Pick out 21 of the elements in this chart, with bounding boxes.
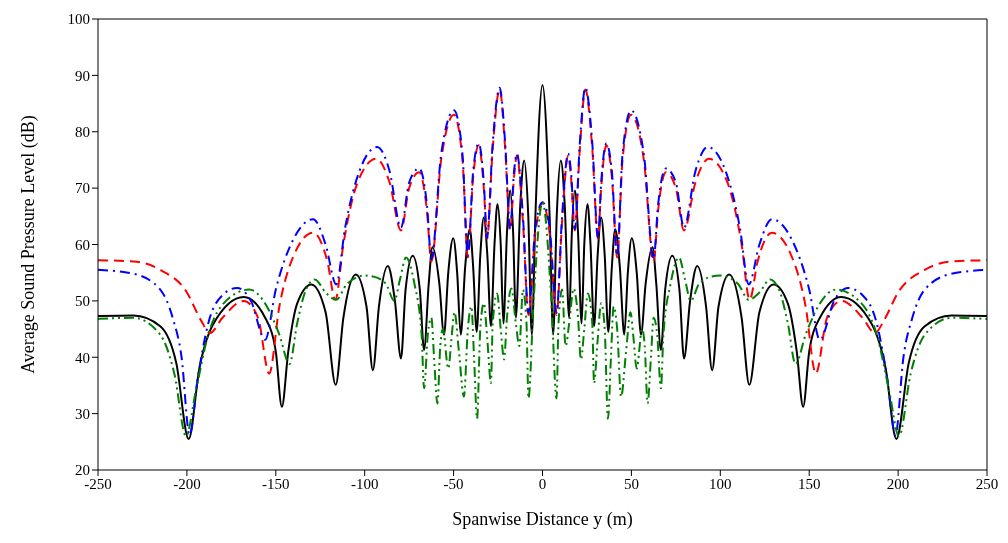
x-tick-label: -100 <box>350 475 379 492</box>
y-tick-label: 30 <box>75 405 90 422</box>
y-tick-label: 80 <box>75 124 90 141</box>
x-tick-label: 0 <box>538 475 547 492</box>
y-tick-label: 100 <box>67 11 90 28</box>
y-tick-label: 40 <box>75 349 90 366</box>
y-axis-title: Average Sound Pressure Level (dB) <box>18 115 40 374</box>
x-tick-label: 250 <box>975 475 999 492</box>
y-tick-label: 60 <box>75 236 90 253</box>
x-tick-label: -150 <box>262 475 290 492</box>
x-tick-label: -200 <box>173 475 201 492</box>
x-axis-title: Spanwise Distance y (m) <box>452 509 633 530</box>
x-tick-label: 150 <box>797 475 821 492</box>
y-tick-label: 70 <box>75 180 90 197</box>
x-tick-label: 100 <box>709 475 732 492</box>
line-series <box>98 201 987 438</box>
x-tick-label: 50 <box>623 475 639 492</box>
y-tick-label: 90 <box>75 67 90 84</box>
y-tick-label: 50 <box>75 293 90 310</box>
x-tick-label: 200 <box>886 475 910 492</box>
x-tick-label: -50 <box>443 475 464 492</box>
